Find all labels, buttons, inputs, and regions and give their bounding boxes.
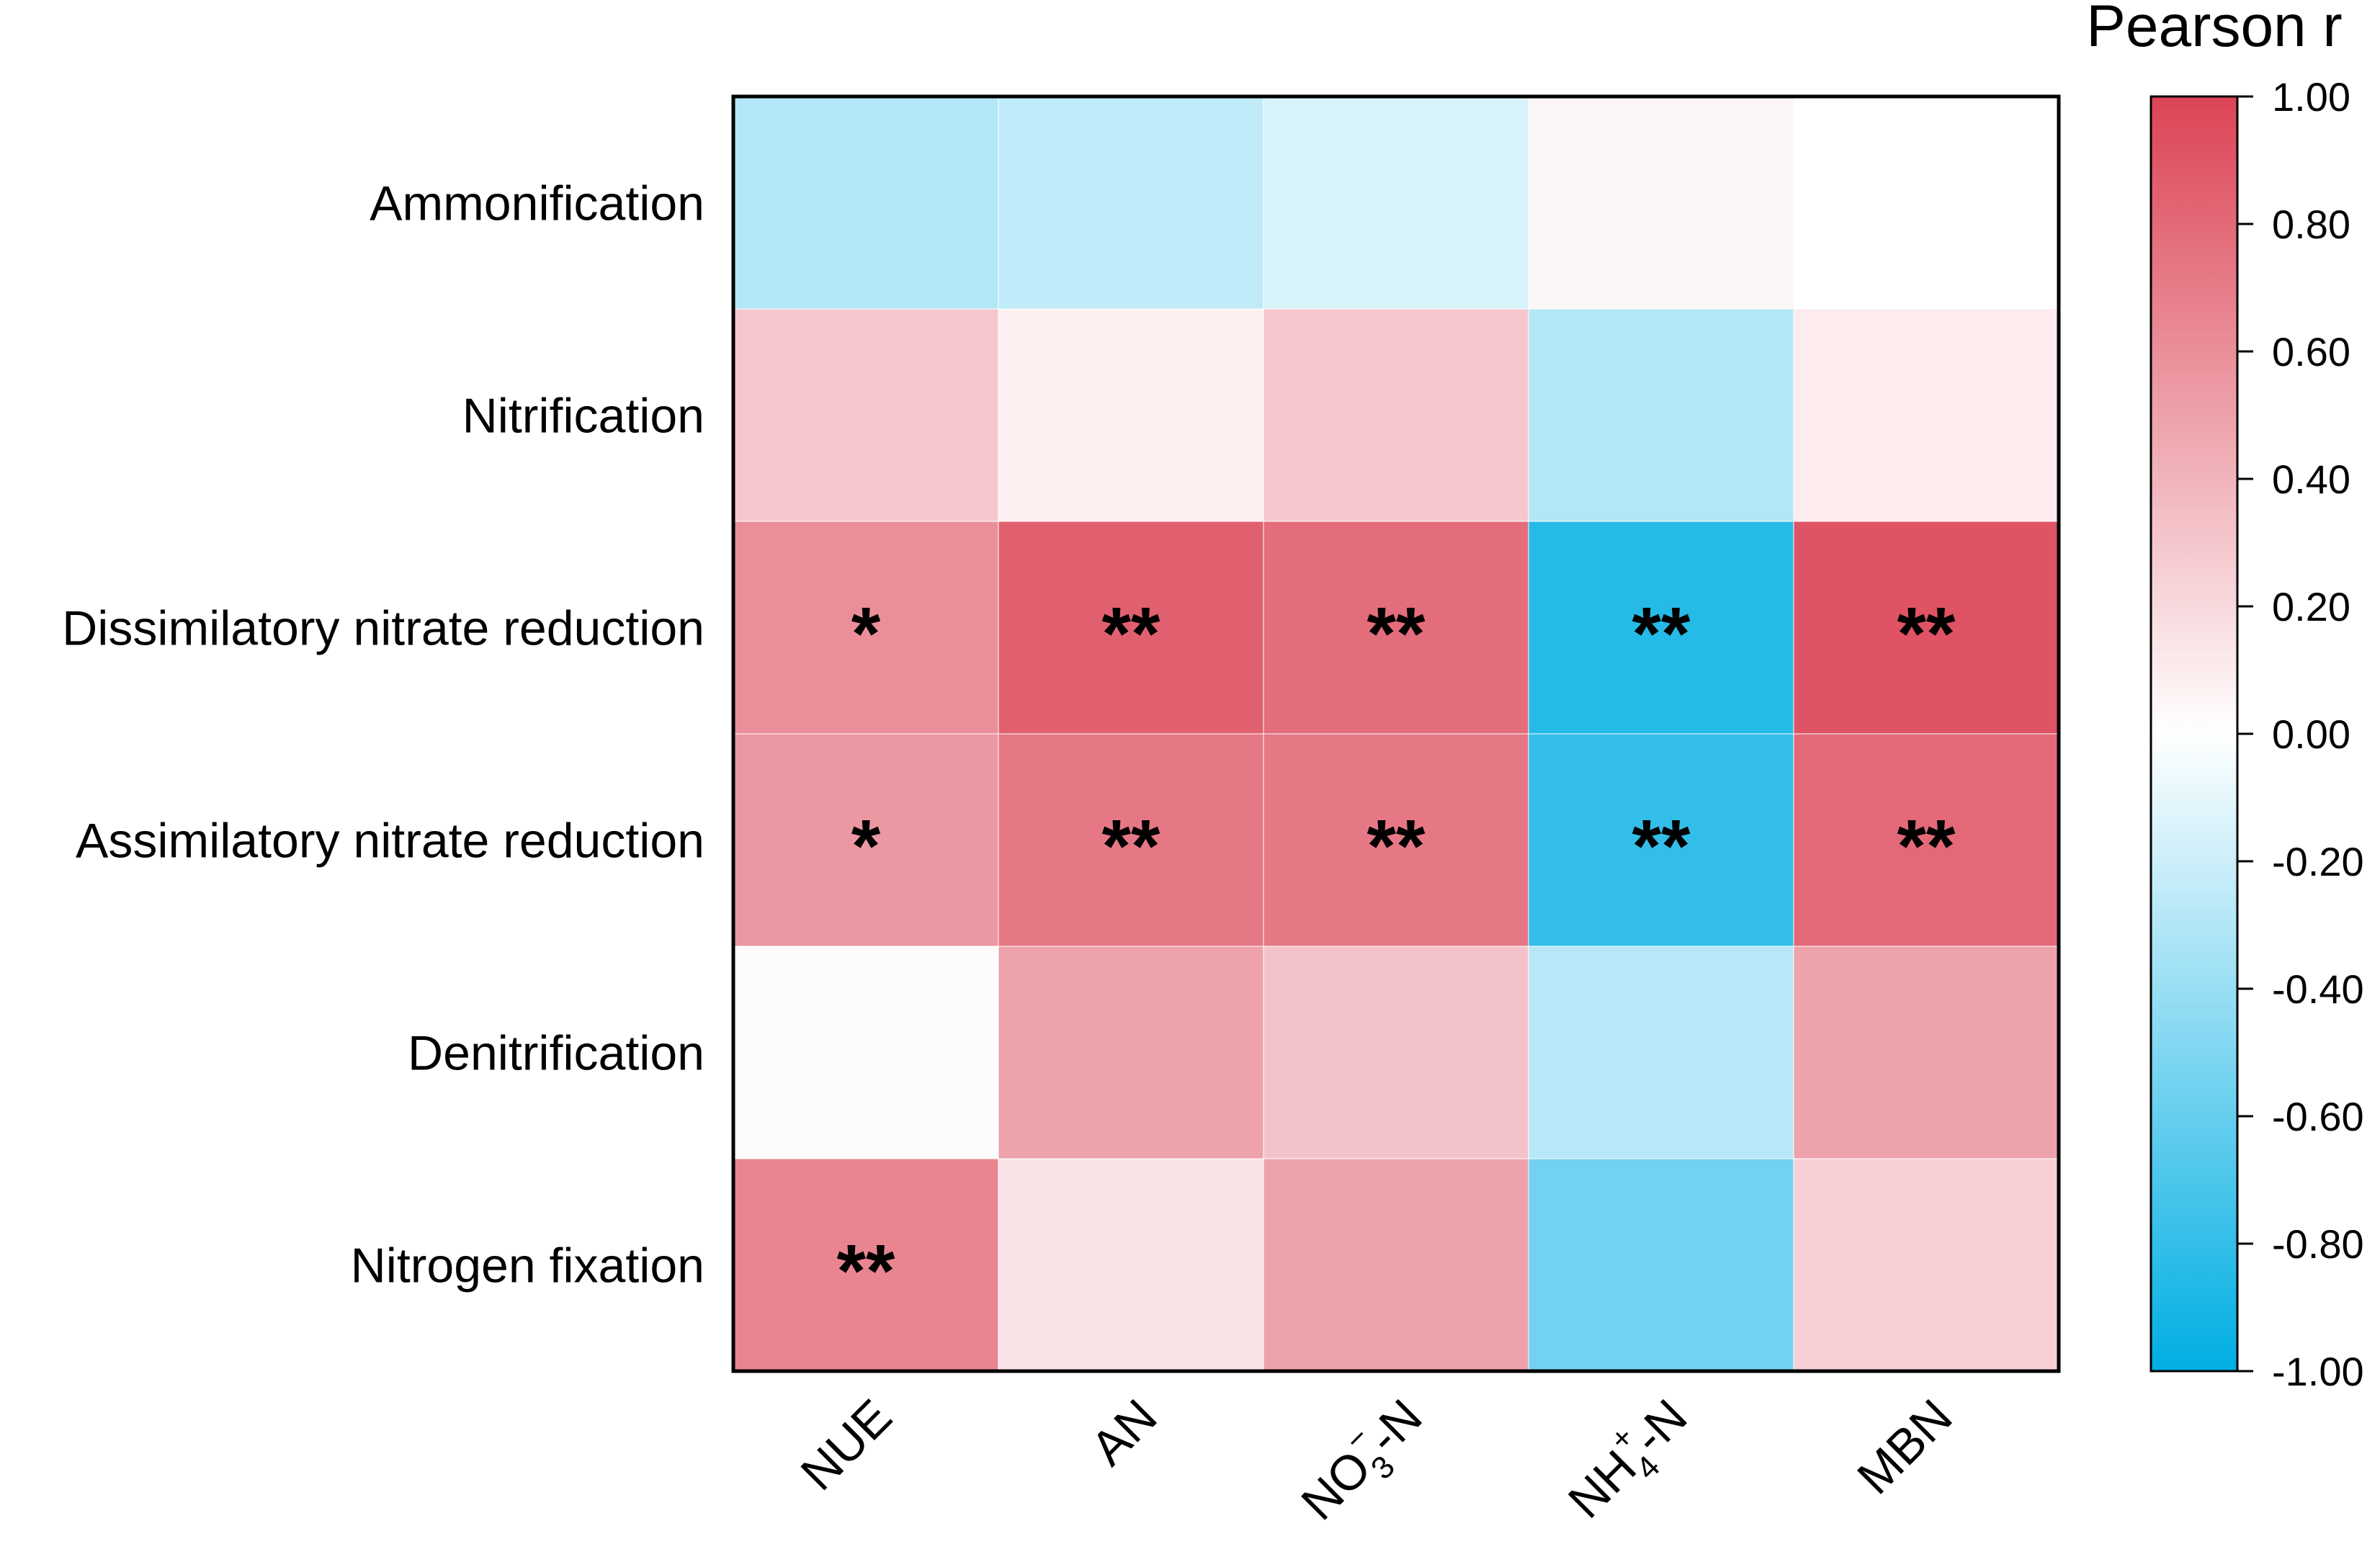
significance-marker: ** — [837, 1230, 895, 1314]
row-label: Nitrification — [462, 389, 704, 444]
heatmap-cell — [1528, 521, 1794, 735]
heatmap-cell — [1793, 733, 2059, 947]
colorbar-tick-label: -0.80 — [2272, 1221, 2364, 1267]
heatmap-cell — [733, 96, 999, 310]
row-label: Dissimilatory nitrate reduction — [62, 601, 704, 656]
heatmap-cell — [1528, 946, 1794, 1159]
colorbar-ticks: 1.00 0.80 0.60 0.40 0.20 0.00 -0.20 -0.40 -0.60 -… — [2237, 74, 2364, 1394]
heatmap-cell — [998, 308, 1264, 522]
row-label: Ammonification — [370, 176, 704, 231]
column-label: NO3−-N — [1285, 1383, 1441, 1538]
row-label: Denitrification — [408, 1026, 704, 1081]
heatmap-cell — [1528, 308, 1794, 522]
colorbar-tick-label: 0.60 — [2272, 329, 2350, 374]
heatmap-cell — [998, 521, 1264, 735]
colorbar-tick-label: -0.60 — [2272, 1094, 2364, 1139]
colorbar-tick-label: 0.80 — [2272, 202, 2350, 247]
heatmap-cell — [1263, 308, 1529, 522]
column-label: NH4+-N — [1552, 1383, 1705, 1536]
significance-marker: * — [851, 805, 881, 889]
significance-marker: ** — [1367, 805, 1426, 889]
colorbar-tick-label: 0.20 — [2272, 584, 2350, 629]
column-labels: NUE AN NO3−-N NH4+-N MBN — [790, 1383, 1963, 1538]
colorbar-gradient — [2149, 95, 2239, 1373]
heatmap-cell — [1263, 1158, 1529, 1372]
row-label: Nitrogen fixation — [351, 1239, 704, 1293]
significance-markers: * ** ** ** *** ** ** ** **** — [837, 593, 1956, 1314]
heatmap-cell — [1793, 1158, 2059, 1372]
significance-marker: ** — [1897, 805, 1956, 889]
colorbar: Pearson r 1.00 0.80 0.60 0.40 0.20 0.00 -0.20 -… — [2086, 0, 2363, 1394]
heatmap-cell — [733, 733, 999, 947]
colorbar-tick-label: -1.00 — [2272, 1349, 2364, 1394]
heatmap-cell — [1528, 96, 1794, 310]
row-label: Assimilatory nitrate reduction — [76, 814, 704, 868]
colorbar-tick-label: 0.00 — [2272, 711, 2350, 757]
significance-marker: ** — [1632, 593, 1691, 676]
heatmap-cell — [733, 308, 999, 522]
heatmap-cell — [1793, 521, 2059, 735]
colorbar-tick-label: 1.00 — [2272, 74, 2350, 120]
heatmap-cell — [1263, 733, 1529, 947]
heatmap-cell — [998, 1158, 1264, 1372]
colorbar-tick-label: 0.40 — [2272, 457, 2350, 502]
heatmap-cell — [1793, 946, 2059, 1159]
colorbar-title: Pearson r — [2086, 0, 2343, 59]
significance-marker: ** — [1897, 593, 1956, 676]
significance-marker: ** — [1102, 593, 1160, 676]
heatmap-cell — [1793, 96, 2059, 310]
colorbar-tick-label: -0.40 — [2272, 966, 2364, 1012]
column-label: NUE — [790, 1389, 902, 1501]
heatmap-cell — [1263, 521, 1529, 735]
significance-marker: ** — [1632, 805, 1691, 889]
heatmap-cell — [1793, 308, 2059, 522]
significance-marker: ** — [1102, 805, 1160, 889]
heatmap-cell — [1528, 1158, 1794, 1372]
heatmap-cell — [1263, 96, 1529, 310]
row-labels: Ammonification Nitrification Dissimilatory… — [62, 176, 704, 1293]
heatmap-cell — [998, 733, 1264, 947]
significance-marker: ** — [1367, 593, 1426, 676]
significance-marker: * — [851, 593, 881, 676]
heatmap-cell — [733, 946, 999, 1159]
column-label: MBN — [1847, 1389, 1963, 1505]
heatmap-cell — [733, 521, 999, 735]
plot-frame — [731, 94, 2061, 1373]
heatmap-cell — [1263, 946, 1529, 1159]
column-label: AN — [1081, 1389, 1168, 1476]
colorbar-tick-label: -0.20 — [2272, 839, 2364, 884]
heatmap-cells — [733, 96, 2059, 1372]
heatmap-cell — [998, 96, 1264, 310]
heatmap-cell — [998, 946, 1264, 1159]
